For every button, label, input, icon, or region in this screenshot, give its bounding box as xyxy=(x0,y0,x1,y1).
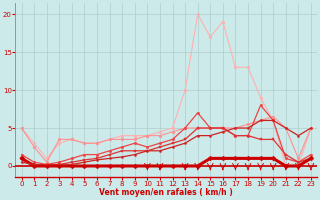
X-axis label: Vent moyen/en rafales ( km/h ): Vent moyen/en rafales ( km/h ) xyxy=(100,188,233,197)
